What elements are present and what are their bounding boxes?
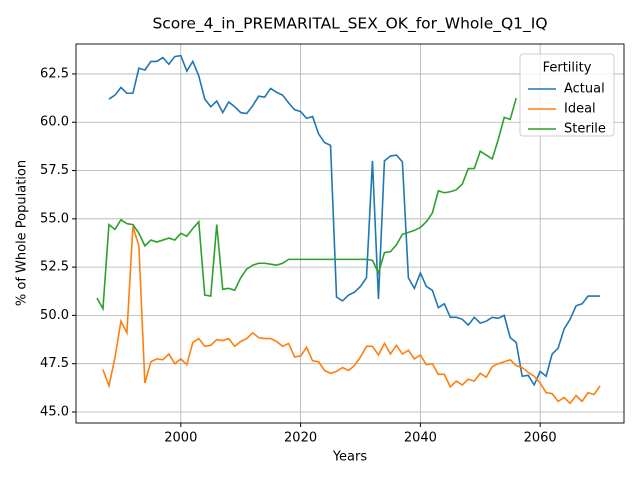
x-tick-label: 2020 [284, 431, 317, 446]
y-tick-label: 62.5 [40, 66, 69, 81]
y-axis-label: % of Whole Population [15, 160, 30, 306]
x-tick-label: 2000 [164, 431, 197, 446]
y-tick-label: 47.5 [40, 356, 69, 371]
x-tick-label: 2060 [524, 431, 557, 446]
legend-label: Sterile [564, 122, 606, 137]
chart-title: Score_4_in_PREMARITAL_SEX_OK_for_Whole_Q… [152, 15, 547, 34]
legend-box [519, 53, 615, 137]
data-line [102, 226, 601, 405]
y-tick-label: 50.0 [40, 308, 69, 323]
data-line [96, 97, 517, 312]
x-axis-label: Years [332, 450, 368, 465]
plot-frame [75, 43, 625, 424]
data-line [108, 54, 601, 387]
legend-title: Fertility [543, 61, 592, 76]
y-tick-label: 57.5 [40, 163, 69, 178]
x-tick-label: 2040 [404, 431, 437, 446]
y-tick-label: 45.0 [40, 404, 69, 419]
legend-label: Ideal [564, 102, 596, 117]
legend-label: Actual [564, 82, 605, 97]
y-tick-label: 60.0 [40, 115, 69, 130]
y-tick-label: 55.0 [40, 211, 69, 226]
y-tick-label: 52.5 [40, 260, 69, 275]
